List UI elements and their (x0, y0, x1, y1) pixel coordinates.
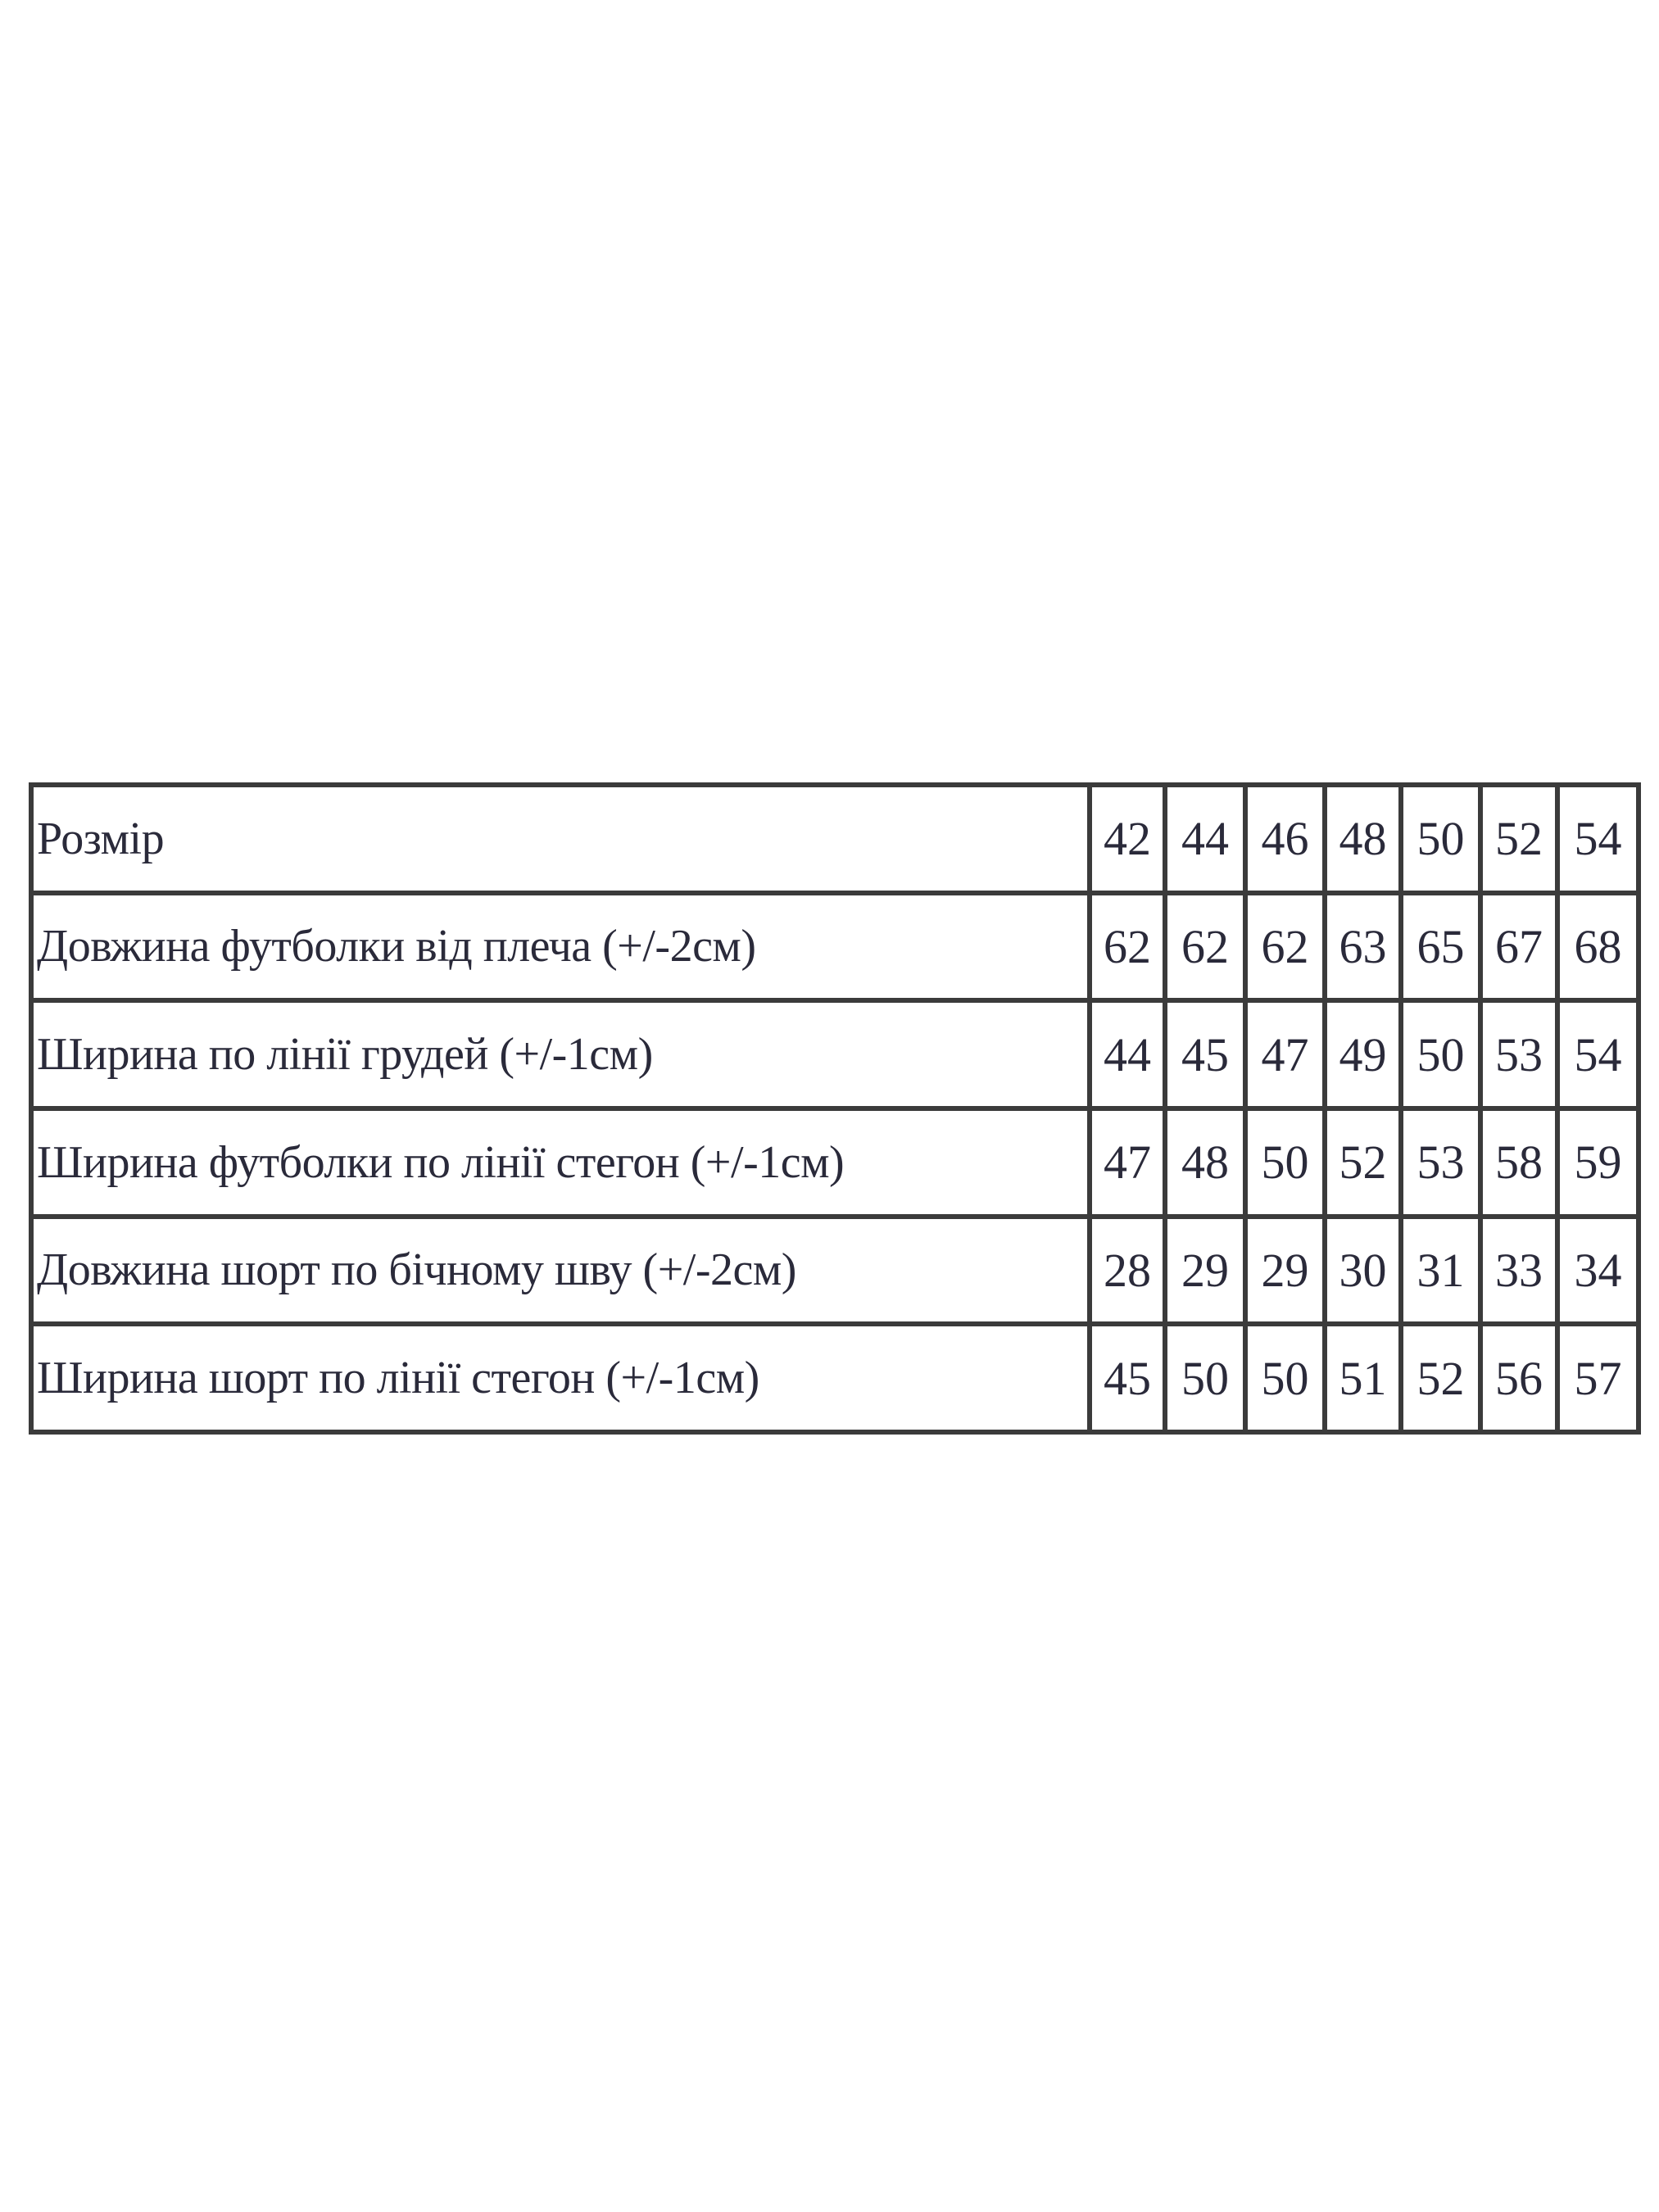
measurement-cell: 31 (1398, 1213, 1483, 1327)
size-cell: 42 (1087, 782, 1167, 895)
measurement-cell: 52 (1322, 1105, 1403, 1219)
table-row: Ширина по лінії грудей (+/-1см) 44 45 47 49 5… (29, 998, 1641, 1111)
row-label: Довжина футболки від плеча (+/-2см) (29, 890, 1092, 1004)
measurement-cell: 68 (1555, 890, 1641, 1004)
measurement-cell: 29 (1163, 1213, 1248, 1327)
measurement-cell: 49 (1322, 998, 1403, 1111)
measurement-cell: 52 (1398, 1321, 1483, 1435)
size-cell: 46 (1243, 782, 1327, 895)
size-cell: 44 (1163, 782, 1248, 895)
row-label: Довжина шорт по бічному шву (+/-2см) (29, 1213, 1092, 1327)
measurement-cell: 50 (1163, 1321, 1248, 1435)
measurement-cell: 56 (1478, 1321, 1560, 1435)
table-row: Довжина шорт по бічному шву (+/-2см) 28 29… (29, 1213, 1641, 1327)
row-label: Ширина по лінії грудей (+/-1см) (29, 998, 1092, 1111)
measurement-cell: 48 (1163, 1105, 1248, 1219)
measurement-cell: 53 (1398, 1105, 1483, 1219)
measurement-cell: 53 (1478, 998, 1560, 1111)
measurement-cell: 62 (1163, 890, 1248, 1004)
measurement-cell: 44 (1087, 998, 1167, 1111)
measurement-cell: 29 (1243, 1213, 1327, 1327)
measurement-cell: 47 (1243, 998, 1327, 1111)
measurement-cell: 67 (1478, 890, 1560, 1004)
measurement-cell: 62 (1087, 890, 1167, 1004)
size-chart-table: Розмір 42 44 46 48 50 52 54 Довжина футболки від… (29, 782, 1641, 1435)
measurement-cell: 50 (1398, 998, 1483, 1111)
measurement-cell: 59 (1555, 1105, 1641, 1219)
measurement-cell: 65 (1398, 890, 1483, 1004)
measurement-cell: 33 (1478, 1213, 1560, 1327)
table-row: Ширина футболки по лінії стегон (+/-1см)… (29, 1105, 1641, 1219)
table-row: Довжина футболки від плеча (+/-2см) 62 62 6… (29, 890, 1641, 1004)
row-label: Ширина шорт по лінії стегон (+/-1см) (29, 1321, 1092, 1435)
measurement-cell: 50 (1243, 1105, 1327, 1219)
measurement-cell: 51 (1322, 1321, 1403, 1435)
measurement-cell: 57 (1555, 1321, 1641, 1435)
table-row: Ширина шорт по лінії стегон (+/-1см) 45 50… (29, 1321, 1641, 1435)
measurement-cell: 47 (1087, 1105, 1167, 1219)
measurement-cell: 28 (1087, 1213, 1167, 1327)
measurement-cell: 58 (1478, 1105, 1560, 1219)
measurement-cell: 50 (1243, 1321, 1327, 1435)
measurement-cell: 45 (1087, 1321, 1167, 1435)
measurement-cell: 62 (1243, 890, 1327, 1004)
size-cell: 52 (1478, 782, 1560, 895)
header-row: Розмір 42 44 46 48 50 52 54 (29, 782, 1641, 895)
measurement-cell: 45 (1163, 998, 1248, 1111)
measurement-cell: 63 (1322, 890, 1403, 1004)
measurement-cell: 34 (1555, 1213, 1641, 1327)
row-label: Ширина футболки по лінії стегон (+/-1см) (29, 1105, 1092, 1219)
size-cell: 48 (1322, 782, 1403, 895)
row-label: Розмір (29, 782, 1092, 895)
size-cell: 54 (1555, 782, 1641, 895)
measurement-cell: 54 (1555, 998, 1641, 1111)
measurement-cell: 30 (1322, 1213, 1403, 1327)
size-cell: 50 (1398, 782, 1483, 895)
